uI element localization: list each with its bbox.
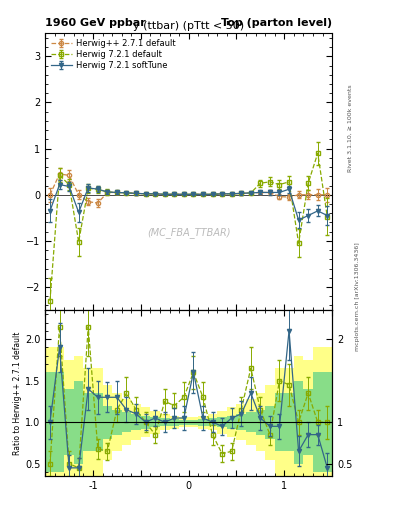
Text: mcplots.cern.ch [arXiv:1306.3436]: mcplots.cern.ch [arXiv:1306.3436] [355,243,360,351]
Text: Rivet 3.1.10, ≥ 100k events: Rivet 3.1.10, ≥ 100k events [347,84,352,172]
Text: Top (parton level): Top (parton level) [221,18,332,28]
Text: (MC_FBA_TTBAR): (MC_FBA_TTBAR) [147,227,230,238]
Title: y (ttbar) (pTtt < 50): y (ttbar) (pTtt < 50) [133,21,244,31]
Y-axis label: Ratio to Herwig++ 2.7.1 default: Ratio to Herwig++ 2.7.1 default [13,331,22,455]
Legend: Herwig++ 2.7.1 default, Herwig 7.2.1 default, Herwig 7.2.1 softTune: Herwig++ 2.7.1 default, Herwig 7.2.1 def… [50,37,177,72]
Text: 1960 GeV ppbar: 1960 GeV ppbar [45,18,146,28]
